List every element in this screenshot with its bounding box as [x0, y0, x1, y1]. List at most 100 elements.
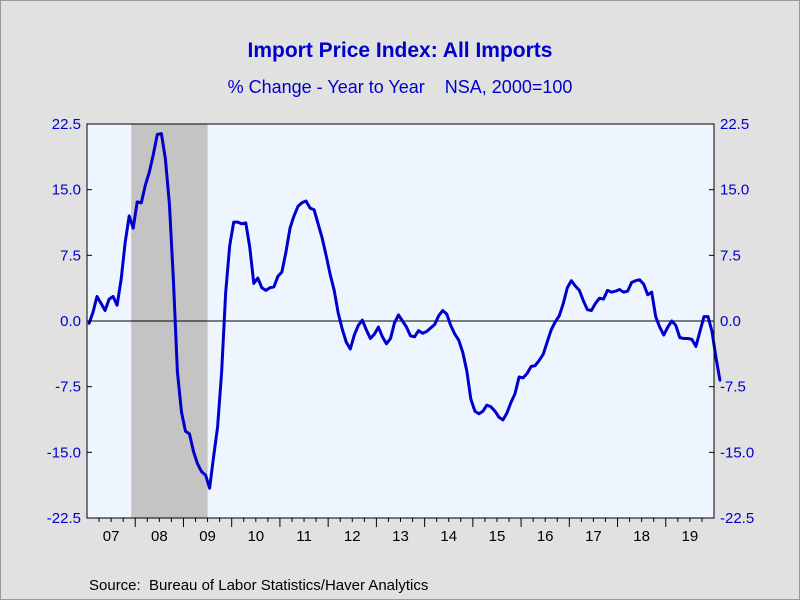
data-point [341, 327, 344, 331]
data-point [509, 401, 513, 404]
data-point [457, 339, 460, 342]
data-point [702, 315, 706, 318]
data-point [296, 205, 300, 208]
data-point [212, 455, 215, 458]
data-point [260, 286, 264, 289]
data-point [308, 206, 312, 210]
data-point [674, 324, 678, 327]
data-point [606, 289, 609, 292]
data-point [115, 304, 119, 307]
data-point [180, 410, 183, 414]
data-point [349, 347, 352, 351]
data-point [248, 246, 251, 249]
data-point [397, 313, 400, 317]
data-point [320, 236, 324, 240]
data-point [152, 153, 155, 156]
data-point [192, 450, 195, 453]
data-point [264, 289, 268, 292]
data-point [405, 325, 408, 329]
x-tick-label: 15 [489, 528, 506, 545]
axes: 22.5 22.5 15.0 15.0 7.5 7.5 0.0 0.0 -7.5 -7.5 -15.… [47, 116, 754, 545]
data-point [594, 302, 597, 305]
x-tick-label: 08 [151, 528, 168, 545]
data-point [590, 309, 593, 312]
y-tick-label-left: 15.0 [52, 182, 81, 199]
data-point [666, 325, 669, 329]
data-point [461, 351, 464, 354]
data-point [469, 397, 473, 401]
data-point [164, 157, 167, 161]
data-point [417, 329, 420, 332]
source-note: Source: Bureau of Labor Statistics/Haver… [89, 577, 429, 594]
data-point [574, 284, 577, 288]
y-tick-label-right: -15.0 [720, 444, 754, 461]
data-point [99, 302, 103, 305]
data-point [385, 342, 388, 345]
data-point [144, 184, 147, 187]
data-point [582, 299, 585, 303]
data-point [148, 170, 151, 174]
data-point [156, 133, 159, 136]
data-point [441, 309, 444, 312]
data-point [256, 276, 260, 280]
data-point [300, 201, 304, 204]
data-point [232, 220, 235, 224]
data-point [268, 286, 272, 289]
data-point [188, 432, 191, 436]
x-tick-label: 10 [247, 528, 264, 545]
data-point [525, 372, 529, 375]
data-point [204, 473, 207, 477]
y-tick-label-right: -22.5 [720, 510, 754, 527]
data-point [654, 315, 657, 318]
data-point [365, 328, 368, 331]
data-point [445, 312, 448, 316]
data-point [208, 487, 211, 490]
data-point [425, 330, 428, 333]
data-point [718, 379, 722, 382]
data-point [489, 405, 493, 409]
data-point [87, 322, 91, 325]
data-point [610, 290, 613, 294]
data-point [284, 250, 288, 254]
data-point [111, 295, 115, 298]
series-layer [87, 132, 722, 490]
data-point [433, 323, 436, 326]
data-point [473, 409, 477, 413]
data-point [533, 364, 537, 367]
data-point [337, 311, 340, 315]
data-point [176, 370, 179, 373]
data-point [107, 297, 111, 301]
data-point [220, 371, 223, 374]
data-point [409, 334, 412, 338]
data-point [706, 315, 710, 318]
data-point [332, 289, 336, 292]
data-point [497, 416, 501, 419]
data-point [136, 200, 139, 204]
x-tick-label: 19 [682, 528, 699, 545]
data-point [123, 241, 127, 244]
data-point [389, 337, 392, 340]
y-tick-label-left: 7.5 [60, 247, 81, 264]
y-tick-label-right: 22.5 [720, 116, 749, 133]
data-point [626, 290, 629, 293]
data-point [686, 337, 690, 340]
data-point [690, 338, 694, 341]
data-point [586, 308, 589, 311]
data-point [678, 336, 682, 339]
x-tick-label: 11 [296, 528, 312, 545]
y-tick-label-right: -7.5 [720, 379, 746, 396]
data-point [357, 324, 360, 327]
data-point [353, 333, 356, 337]
data-point [517, 375, 521, 379]
data-point [694, 345, 698, 348]
x-tick-label: 07 [103, 528, 120, 545]
data-point [119, 277, 123, 281]
data-point [172, 278, 175, 282]
data-point [529, 365, 533, 368]
x-tick-label: 17 [585, 528, 602, 545]
data-point [622, 290, 625, 294]
x-tick-label: 16 [537, 528, 554, 545]
data-point [449, 324, 452, 327]
data-point [393, 321, 396, 324]
